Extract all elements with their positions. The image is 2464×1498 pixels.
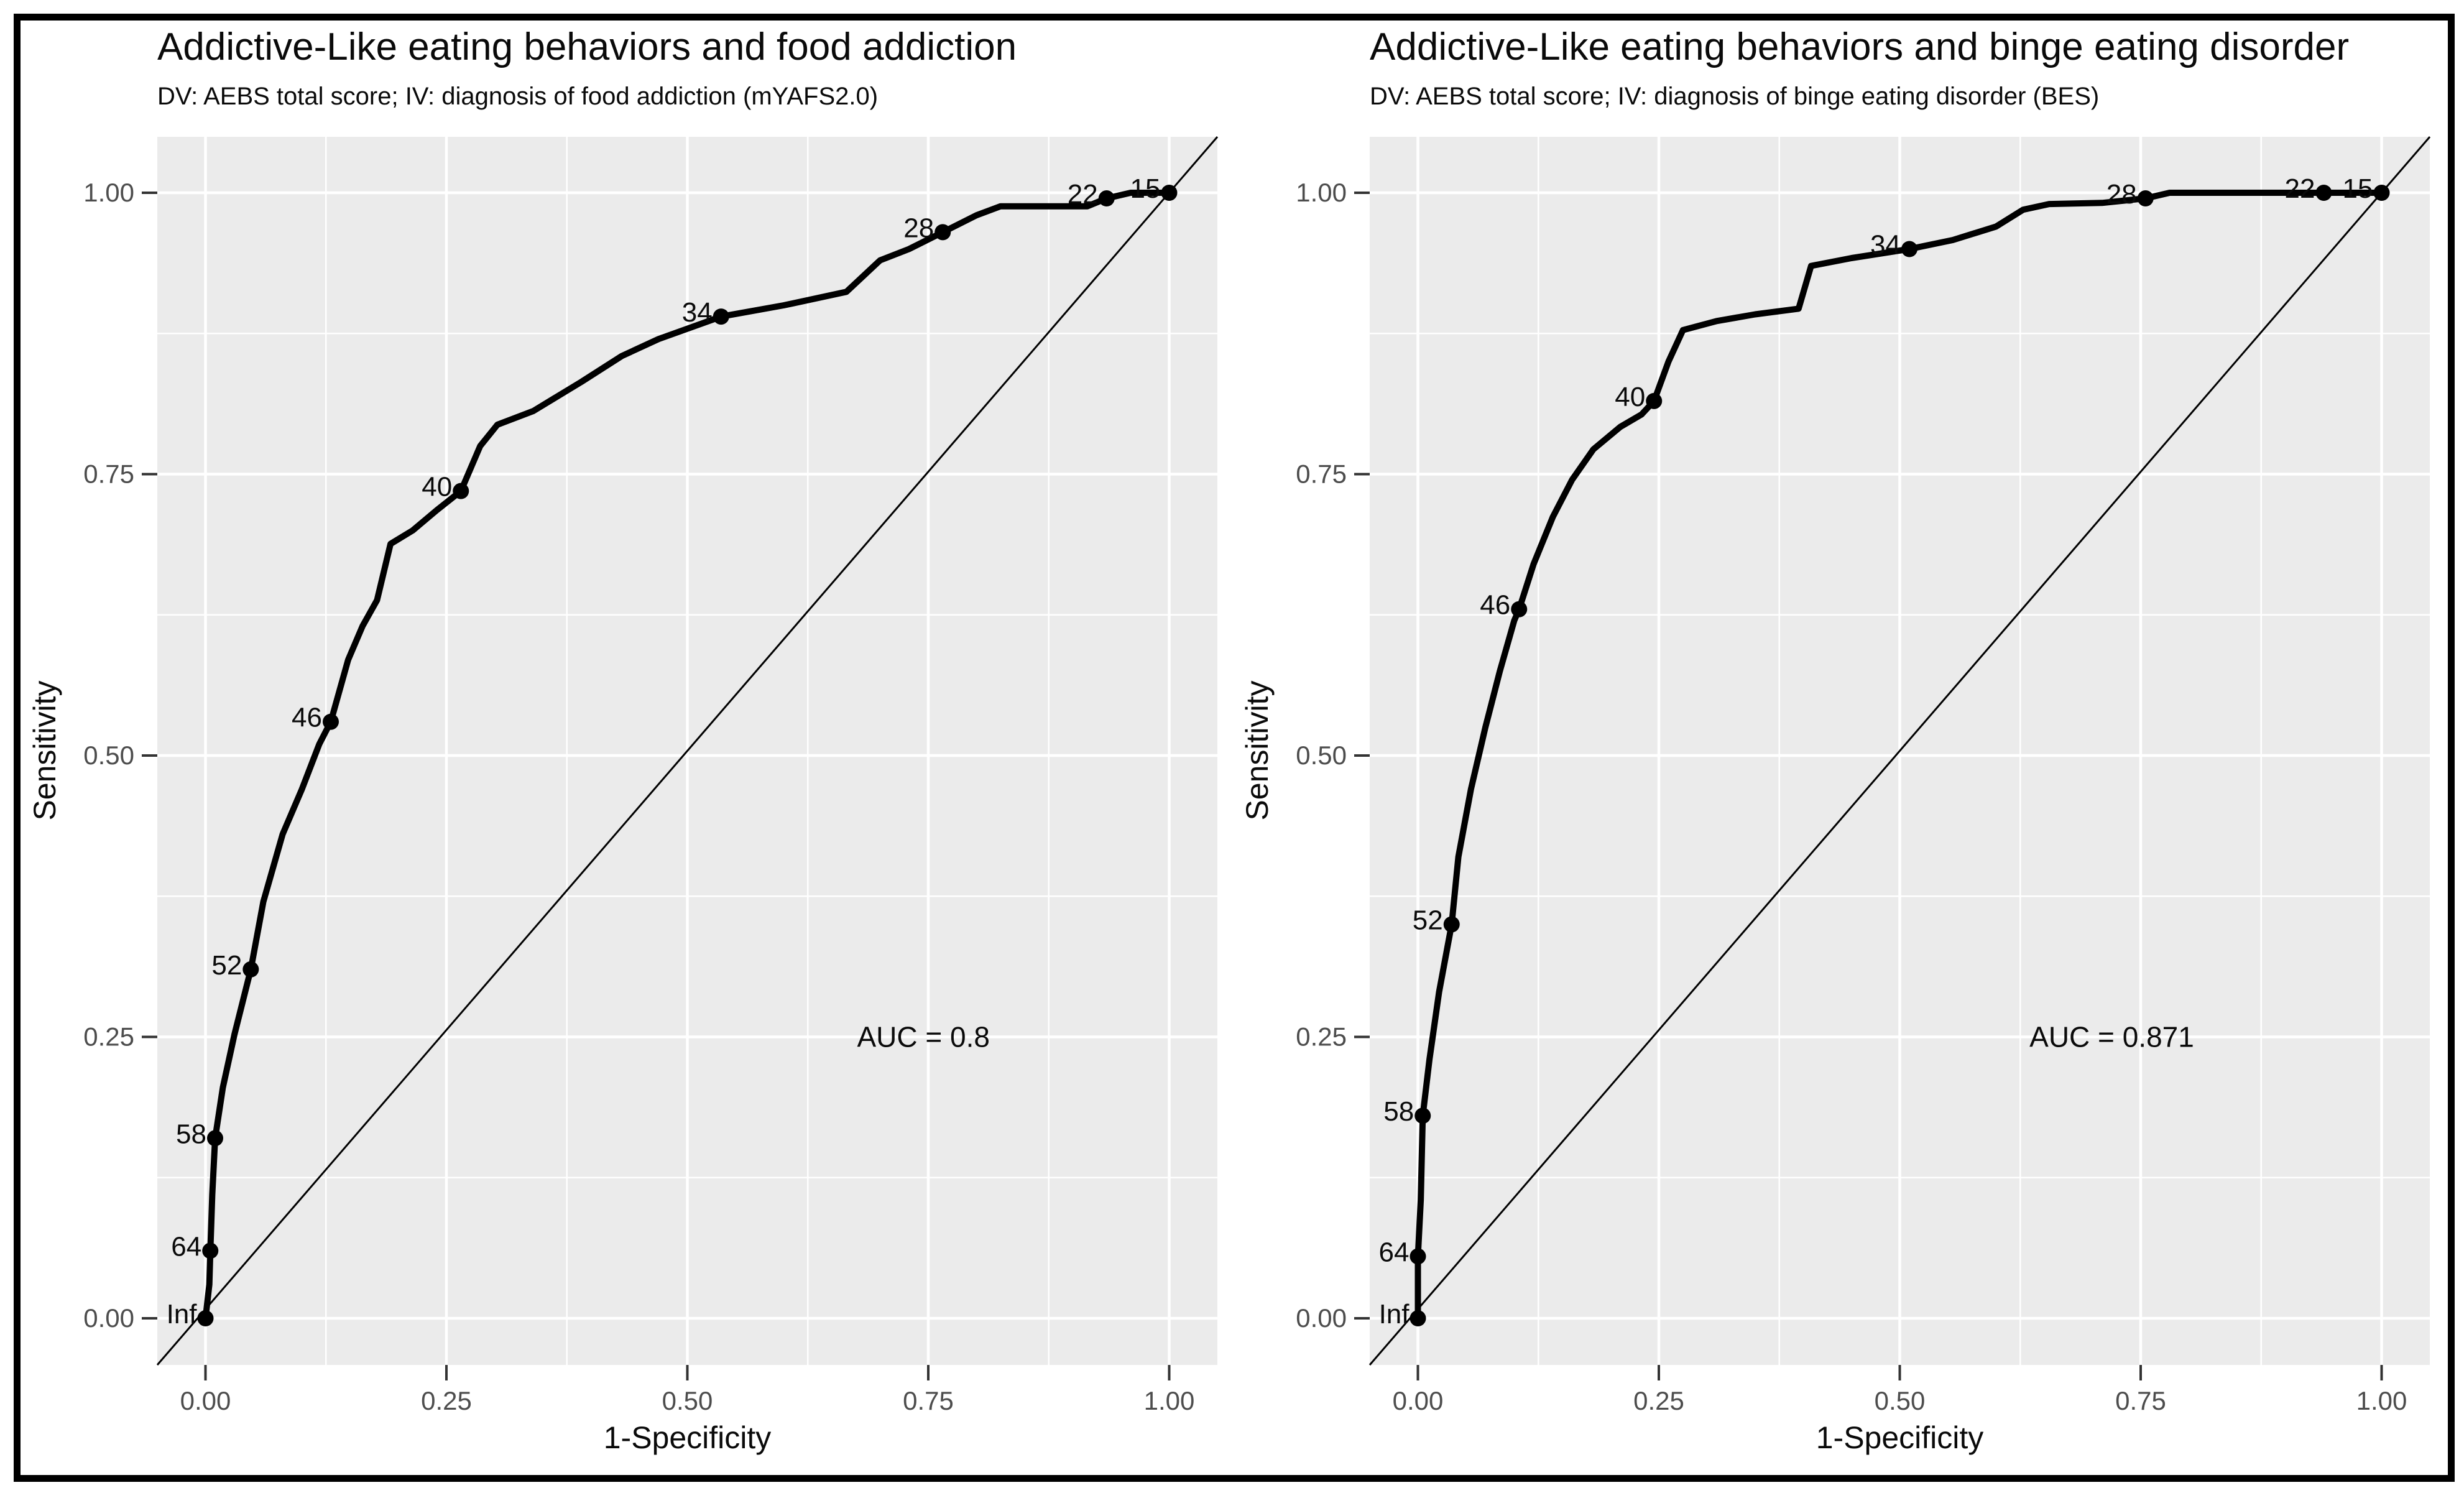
auc-annotation: AUC = 0.871 — [2029, 1021, 2194, 1053]
y-tick-label: 0.00 — [1296, 1303, 1347, 1333]
threshold-point — [1410, 1248, 1426, 1265]
diagonal-reference-line — [1368, 136, 2431, 1366]
x-tick-label: 0.00 — [180, 1386, 231, 1415]
roc-chart-food-addiction: Addictive-Like eating behaviors and food… — [27, 25, 1219, 1455]
threshold-point — [1443, 916, 1460, 933]
roc-plot: 0.00 0.25 0.50 0.75 1.00 0.00 0.25 0.50 0.75 1.00… — [1296, 136, 2431, 1415]
y-tick-label: 0.00 — [83, 1303, 134, 1333]
threshold-point — [1901, 241, 1917, 257]
threshold-point — [713, 308, 729, 325]
x-tick-label: 0.75 — [2115, 1386, 2166, 1415]
x-tick-label: 0.50 — [662, 1386, 713, 1415]
threshold-label: 34 — [682, 297, 713, 328]
threshold-point — [1511, 601, 1528, 617]
x-tick-label: 0.50 — [1875, 1386, 1926, 1415]
y-tick-label: 0.75 — [83, 460, 134, 489]
y-tick-label: 0.50 — [1296, 741, 1347, 770]
roc-plot: 0.00 0.25 0.50 0.75 1.00 0.00 0.25 0.50 0.75 1.00… — [83, 136, 1219, 1415]
threshold-point — [1414, 1107, 1431, 1124]
diagonal-reference-line — [156, 136, 1219, 1366]
chart-subtitle: DV: AEBS total score; IV: diagnosis of b… — [1370, 83, 2100, 110]
y-tick-label: 0.75 — [1296, 460, 1347, 489]
threshold-point — [2373, 185, 2390, 201]
roc-chart-binge-eating-disorder: Addictive-Like eating behaviors and bing… — [1212, 0, 2444, 1498]
y-axis-title: Sensitivity — [27, 680, 62, 821]
y-tick-label: 1.00 — [83, 178, 134, 207]
threshold-label: 15 — [1130, 173, 1161, 204]
threshold-point — [453, 483, 469, 499]
threshold-point — [323, 713, 339, 730]
chart-title: Addictive-Like eating behaviors and bing… — [1370, 25, 2350, 68]
y-tick-label: 1.00 — [1296, 178, 1347, 207]
threshold-point — [242, 961, 259, 978]
threshold-label: 28 — [2106, 179, 2137, 210]
threshold-point — [202, 1242, 219, 1259]
chart-subtitle: DV: AEBS total score; IV: diagnosis of f… — [157, 83, 879, 110]
threshold-label: 52 — [211, 950, 242, 981]
threshold-label: 22 — [2285, 173, 2315, 204]
threshold-point — [1161, 185, 1178, 201]
chart-title: Addictive-Like eating behaviors and food… — [157, 25, 1017, 68]
y-tick-label: 0.50 — [83, 741, 134, 770]
threshold-point — [1410, 1310, 1426, 1326]
x-tick-label: 0.00 — [1393, 1386, 1444, 1415]
threshold-label: 40 — [422, 472, 452, 502]
x-axis-title: 1-Specificity — [1816, 1420, 1984, 1455]
y-tick-label: 0.25 — [1296, 1022, 1347, 1052]
y-axis-title: Sensitivity — [1240, 680, 1275, 821]
x-tick-label: 0.25 — [1633, 1386, 1684, 1415]
threshold-point — [2137, 190, 2154, 207]
threshold-label: 58 — [1383, 1096, 1414, 1127]
threshold-point — [207, 1130, 223, 1147]
threshold-label: 52 — [1413, 905, 1443, 936]
x-tick-label: 1.00 — [1144, 1386, 1195, 1415]
threshold-label: 46 — [292, 703, 322, 733]
threshold-label: 58 — [176, 1119, 206, 1149]
x-tick-label: 1.00 — [2356, 1386, 2407, 1415]
threshold-label: Inf — [167, 1299, 198, 1329]
threshold-point — [197, 1310, 214, 1326]
threshold-point — [1098, 190, 1115, 207]
threshold-label: 64 — [1379, 1237, 1410, 1267]
threshold-point — [1646, 392, 1663, 409]
threshold-label: 28 — [903, 213, 934, 243]
threshold-point — [934, 224, 951, 241]
threshold-label: 64 — [171, 1231, 201, 1262]
x-tick-label: 0.75 — [903, 1386, 954, 1415]
x-tick-label: 0.25 — [421, 1386, 472, 1415]
threshold-label: 40 — [1615, 382, 1645, 412]
threshold-label: 34 — [1870, 230, 1901, 261]
auc-annotation: AUC = 0.8 — [857, 1021, 990, 1053]
threshold-label: 22 — [1068, 179, 1098, 210]
threshold-label: 15 — [2343, 173, 2373, 204]
threshold-label: Inf — [1379, 1299, 1410, 1329]
threshold-label: 46 — [1480, 590, 1510, 621]
y-tick-label: 0.25 — [83, 1022, 134, 1052]
threshold-point — [2315, 185, 2332, 201]
x-axis-title: 1-Specificity — [603, 1420, 772, 1455]
